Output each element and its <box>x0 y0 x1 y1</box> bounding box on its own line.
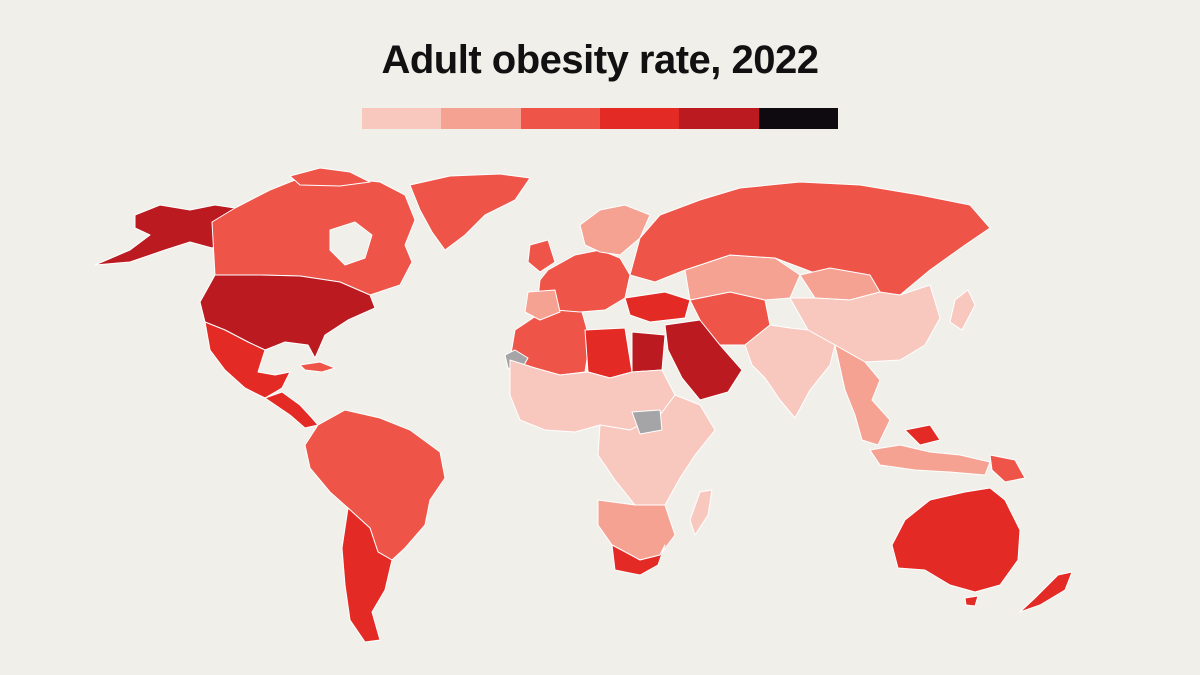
region-south-sudan <box>631 409 663 435</box>
legend-swatch-6 <box>758 108 838 129</box>
region-south-america-south <box>341 507 393 643</box>
region-greenland <box>409 173 531 251</box>
legend-swatch-4 <box>599 108 680 129</box>
region-libya <box>584 327 633 379</box>
region-arctic-islands <box>289 167 371 187</box>
region-egypt <box>631 331 666 373</box>
region-uk-ireland <box>527 239 556 273</box>
region-madagascar <box>689 489 713 536</box>
region-southern-africa <box>597 499 676 561</box>
color-legend <box>362 108 838 129</box>
region-png <box>989 454 1026 483</box>
region-south-asia <box>744 324 836 419</box>
chart-title: Adult obesity rate, 2022 <box>381 38 819 82</box>
region-malaysia <box>904 424 941 446</box>
region-tasmania <box>964 595 979 607</box>
legend-swatch-3 <box>520 108 600 129</box>
region-southeast-asia <box>834 344 891 446</box>
region-caribbean <box>299 361 336 373</box>
region-new-zealand <box>1019 571 1073 613</box>
legend-swatch-1 <box>362 108 442 129</box>
region-mexico <box>204 321 291 399</box>
region-russia <box>629 181 991 296</box>
region-central-america <box>264 391 319 429</box>
legend-swatch-5 <box>679 108 759 129</box>
region-iberia <box>524 289 561 321</box>
region-turkey <box>624 291 691 323</box>
legend-swatch-2 <box>441 108 521 129</box>
region-indonesia <box>869 444 991 476</box>
region-south-africa <box>611 544 666 576</box>
region-alaska <box>94 204 236 266</box>
region-japan <box>949 289 976 331</box>
region-south-america-north <box>304 409 446 561</box>
region-hudson-bay <box>329 221 373 266</box>
region-australia <box>891 487 1021 593</box>
